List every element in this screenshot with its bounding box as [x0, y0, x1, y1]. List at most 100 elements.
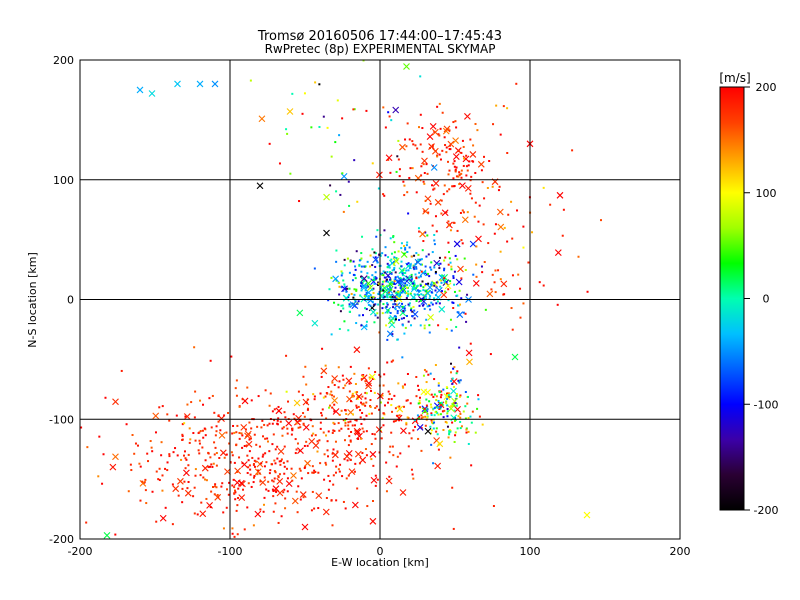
data-point — [393, 251, 396, 254]
data-point — [385, 477, 393, 485]
data-point — [404, 246, 407, 249]
data-point — [430, 414, 433, 417]
data-point — [273, 408, 276, 411]
data-point — [379, 287, 382, 290]
data-point — [391, 281, 394, 284]
data-point — [400, 317, 403, 320]
data-point — [421, 280, 424, 283]
data-point — [339, 193, 342, 196]
data-point — [381, 307, 384, 310]
data-point — [424, 270, 427, 273]
data-point — [414, 425, 417, 428]
data-point — [432, 462, 435, 465]
data-point — [506, 107, 509, 110]
data-point — [158, 406, 161, 409]
x-tick-labels: -200 -100 0 100 200 — [68, 545, 691, 558]
data-point — [332, 448, 335, 451]
data-point — [390, 252, 393, 255]
data-point — [341, 304, 344, 307]
data-point — [248, 450, 251, 453]
data-point — [422, 303, 425, 306]
data-point — [421, 297, 424, 300]
data-point — [461, 216, 469, 224]
data-point — [200, 501, 203, 504]
data-point — [187, 453, 190, 456]
data-point — [429, 425, 432, 428]
data-point — [252, 463, 255, 466]
data-point — [381, 312, 384, 315]
data-point — [404, 326, 407, 329]
data-point — [390, 119, 393, 122]
data-point — [425, 381, 428, 384]
data-point — [237, 487, 240, 490]
data-point — [345, 377, 353, 385]
data-point — [371, 248, 374, 251]
data-point — [459, 420, 462, 423]
data-point — [369, 450, 377, 458]
data-point — [415, 299, 418, 302]
data-point — [355, 393, 363, 401]
data-point — [442, 127, 450, 135]
data-point — [306, 444, 309, 447]
data-point — [403, 332, 406, 335]
data-point — [403, 63, 410, 70]
data-point — [177, 494, 180, 497]
y-tick-label: -100 — [49, 413, 74, 426]
data-point — [247, 459, 250, 462]
data-point — [455, 372, 458, 375]
data-point — [357, 432, 360, 435]
data-point — [212, 485, 215, 488]
data-point — [466, 211, 469, 214]
data-point — [343, 453, 351, 460]
data-point — [260, 462, 263, 465]
data-point — [281, 434, 284, 437]
data-point — [338, 293, 341, 296]
data-point — [447, 288, 450, 291]
data-point — [519, 316, 522, 319]
data-point — [348, 435, 351, 438]
data-point — [235, 443, 238, 446]
data-point — [213, 441, 216, 444]
data-point — [373, 303, 376, 306]
data-point — [390, 262, 393, 265]
data-point — [338, 470, 341, 473]
data-point — [181, 433, 184, 436]
data-point — [369, 308, 377, 316]
data-point — [386, 401, 389, 404]
data-point — [316, 440, 319, 443]
data-point — [348, 287, 351, 290]
data-point — [346, 287, 349, 290]
data-point — [454, 169, 457, 172]
data-point — [342, 500, 345, 503]
data-point — [450, 380, 453, 383]
data-point — [248, 421, 251, 424]
data-point — [405, 399, 408, 402]
data-point — [422, 289, 425, 292]
data-point — [408, 432, 411, 435]
data-point — [320, 411, 323, 414]
data-point — [244, 430, 252, 438]
data-point — [386, 296, 389, 299]
data-point — [375, 235, 378, 238]
data-point — [164, 467, 167, 470]
data-point — [371, 378, 374, 381]
data-point — [286, 108, 294, 115]
data-point — [381, 252, 384, 255]
data-point — [374, 474, 377, 477]
data-point — [283, 465, 286, 468]
data-point — [434, 270, 437, 273]
data-point — [365, 401, 368, 404]
data-point — [365, 325, 368, 328]
data-point — [384, 272, 392, 279]
data-point — [425, 255, 428, 258]
x-tick-label: 0 — [377, 545, 384, 558]
data-point — [440, 290, 443, 293]
data-point — [470, 175, 473, 178]
data-point — [406, 250, 409, 253]
data-point — [424, 195, 432, 203]
data-point — [323, 453, 326, 456]
data-point — [343, 439, 346, 442]
data-point — [204, 459, 207, 462]
data-point — [232, 478, 235, 481]
data-point — [154, 431, 157, 434]
